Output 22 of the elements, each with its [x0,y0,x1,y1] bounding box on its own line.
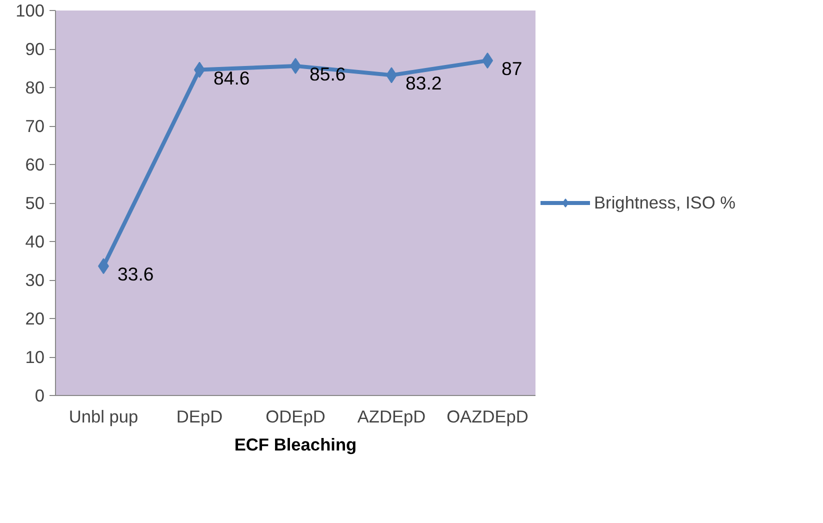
y-tick-label: 90 [25,39,45,59]
x-tick-label: Unbl pup [68,406,138,426]
data-label: 87 [502,58,522,80]
data-label: 84.6 [214,67,250,88]
y-tick-label: 30 [25,270,45,290]
y-tick-label: 80 [25,78,45,98]
x-tick-label: ODEpD [266,406,326,426]
y-tick-label: 10 [25,347,45,367]
x-axis-title: ECF Bleaching [234,434,357,454]
y-tick-label: 60 [25,154,45,174]
y-tick-label: 100 [16,0,45,20]
x-tick-label: DEpD [176,406,223,426]
y-tick-label: 40 [25,232,45,252]
x-tick-label: OAZDEpD [446,406,528,426]
y-tick-label: 20 [25,308,45,328]
y-tick-label: 70 [25,116,45,136]
y-tick-label: 50 [25,193,45,213]
data-label: 33.6 [118,264,154,285]
x-tick-label: AZDEpD [357,406,426,426]
y-tick-label: 0 [34,386,45,406]
data-label: 83.2 [406,72,442,94]
legend-label: Brightness, ISO % [594,192,736,213]
